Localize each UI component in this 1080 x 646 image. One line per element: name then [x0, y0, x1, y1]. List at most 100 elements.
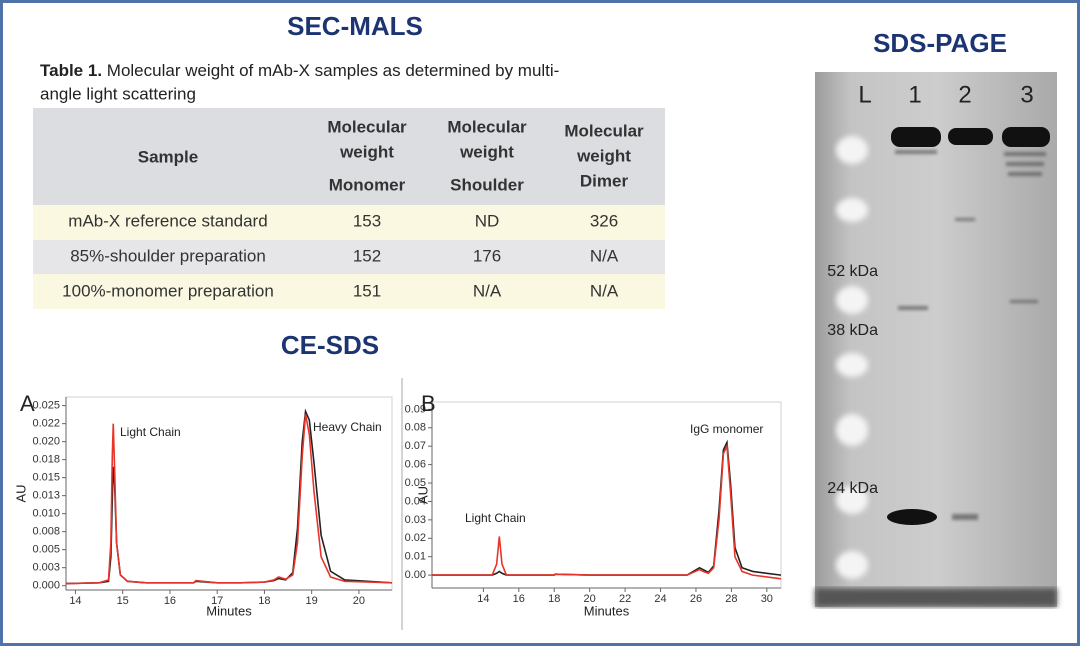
x-tick-label: 20: [353, 595, 365, 607]
charts: 0.000 0.003 0.005 0.008 0.010 0.013 0.015 0.018…: [13, 391, 782, 618]
series-line: [432, 443, 782, 580]
y-tick-label: 0.008: [32, 526, 60, 538]
table-row-bg: [33, 240, 665, 274]
gel: [815, 72, 1057, 607]
table-header: Monomer: [329, 175, 406, 194]
table-header: Dimer: [580, 171, 629, 190]
table-header: weight: [339, 142, 394, 161]
table-cell: 100%-monomer preparation: [62, 281, 274, 300]
annotation: Heavy Chain: [313, 420, 382, 434]
annotation: Light Chain: [465, 511, 526, 525]
table-cell: 326: [590, 211, 618, 230]
band: [948, 128, 993, 145]
table-caption: Table 1. Molecular weight of mAb-X sampl…: [40, 61, 559, 80]
y-tick-label: 0.08: [405, 422, 426, 434]
table-header: Molecular: [447, 117, 527, 136]
table-cell: N/A: [473, 281, 502, 300]
x-axis-label: Minutes: [584, 603, 630, 618]
gel-edge: [815, 588, 1057, 607]
table-cell: mAb-X reference standard: [68, 211, 267, 230]
y-axis-label: AU: [13, 484, 28, 502]
table-cell: ND: [475, 211, 500, 230]
x-tick-label: 20: [584, 593, 596, 605]
annotation: Light Chain: [120, 425, 181, 439]
marker-label: 38 kDa: [827, 322, 878, 339]
lane-label: L: [858, 81, 871, 108]
ladder: [836, 136, 868, 579]
y-tick-label: 0.03: [405, 514, 426, 526]
y-tick-label: 0.02: [405, 532, 426, 544]
table: Sample Molecular weight Monomer Molecular wei…: [33, 108, 665, 309]
table-header: Molecular: [327, 117, 407, 136]
annotation: IgG monomer: [690, 422, 763, 436]
bands: [887, 127, 1050, 525]
table-header: weight: [459, 142, 514, 161]
table-cell: 153: [353, 211, 381, 230]
table-header: Shoulder: [450, 175, 524, 194]
caption-line: angle light scattering: [40, 84, 196, 103]
table-header: weight: [576, 146, 631, 165]
table-cell: N/A: [590, 281, 619, 300]
y-tick-label: 0.005: [32, 544, 60, 556]
x-tick-label: 16: [164, 595, 176, 607]
panel-letter: A: [20, 391, 35, 416]
table-cell: 176: [473, 246, 501, 265]
caption-label: Table 1.: [40, 61, 102, 80]
y-tick-label: 0.05: [405, 477, 426, 489]
x-tick-label: 18: [258, 595, 270, 607]
x-tick-label: 28: [725, 593, 737, 605]
y-tick-label: 0.01: [405, 551, 426, 563]
chart: 0.00 0.01 0.02 0.03 0.04 0.05 0.06 0.07 0.08 0.09…: [405, 391, 782, 618]
series-line: [65, 414, 393, 585]
x-tick-label: 26: [690, 593, 702, 605]
table-cell: 152: [353, 246, 381, 265]
table-cell: N/A: [590, 246, 619, 265]
x-tick-label: 14: [69, 595, 81, 607]
y-tick-label: 0.020: [32, 436, 60, 448]
x-tick-label: 15: [117, 595, 129, 607]
section-title: SEC-MALS: [287, 11, 423, 41]
y-tick-label: 0.00: [405, 569, 426, 581]
x-tick-label: 14: [477, 593, 489, 605]
faint-bands: [895, 150, 1046, 520]
lane-label: 3: [1020, 81, 1033, 108]
y-tick-label: 0.018: [32, 454, 60, 466]
band: [891, 127, 941, 147]
marker-label: 24 kDa: [827, 480, 878, 497]
x-tick-label: 17: [211, 595, 223, 607]
x-tick-label: 16: [513, 593, 525, 605]
lane-label: 1: [908, 81, 921, 108]
y-tick-label: 0.010: [32, 508, 60, 520]
table-row-bg: [33, 274, 665, 309]
table-row-bg: [33, 205, 665, 240]
band: [887, 509, 937, 525]
table-header-bg: [33, 108, 665, 205]
y-tick-label: 0.07: [405, 440, 426, 452]
y-tick-label: 0.025: [32, 400, 60, 412]
y-tick-label: 0.06: [405, 459, 426, 471]
x-tick-label: 18: [548, 593, 560, 605]
caption-line: Molecular weight of mAb-X samples as det…: [107, 61, 560, 80]
y-tick-label: 0.003: [32, 562, 60, 574]
table-cell: 151: [353, 281, 381, 300]
y-tick-label: 0.09: [405, 403, 426, 415]
x-tick-label: 22: [619, 593, 631, 605]
x-tick-label: 30: [761, 593, 773, 605]
x-tick-label: 19: [306, 595, 318, 607]
band: [1002, 127, 1050, 147]
y-axis-label: AU: [415, 486, 430, 504]
section-title: CE-SDS: [281, 330, 379, 360]
x-tick-label: 24: [654, 593, 666, 605]
y-tick-label: 0.013: [32, 490, 60, 502]
table-header: Molecular: [564, 121, 644, 140]
y-tick-label: 0.04: [405, 495, 426, 507]
panel-letter: B: [421, 391, 436, 416]
lane-label: 2: [958, 81, 971, 108]
gel-labels: L 1 2 3 52 kDa 38 kDa 24 kDa: [827, 81, 1033, 497]
y-tick-label: 0.022: [32, 418, 60, 430]
marker-label: 52 kDa: [827, 263, 878, 280]
section-title: SDS-PAGE: [873, 28, 1007, 58]
chart: 0.000 0.003 0.005 0.008 0.010 0.013 0.015 0.018…: [13, 391, 393, 618]
table-cell: 85%-shoulder preparation: [70, 246, 266, 265]
